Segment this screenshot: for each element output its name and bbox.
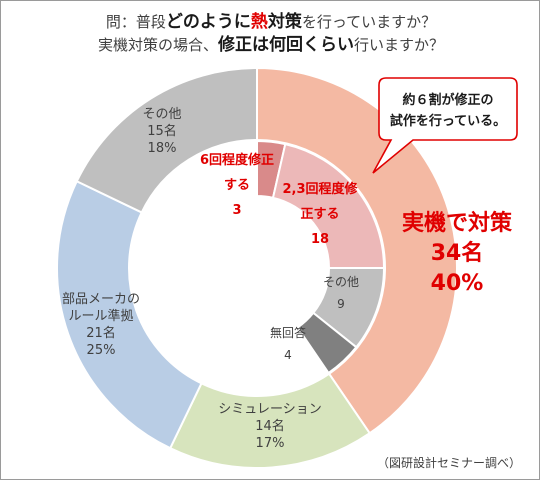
label-line: 実機で対策 [402,210,513,236]
outer-slice-parts [56,179,203,450]
outer-slice-other_outer [75,66,258,214]
outer-label-jikki: 実機で対策 34名 40% [402,210,513,296]
label-line: 9 [337,297,345,311]
inner-ring [256,139,386,375]
label-line: する [224,178,250,193]
label-line: ルール準拠 [68,308,133,324]
label-line: 15名 [147,123,177,139]
title-text: 行いますか？ [354,36,445,54]
callout-bubble: 約６割が修正の 試作を行っている。 [372,77,518,174]
label-line: 21名 [86,325,116,341]
label-line: 部品メーカの [62,292,140,307]
label-line: 25% [87,343,116,358]
label-line: 4 [284,348,292,362]
title-emphasis: どのように [165,12,251,32]
title-emphasis-red: 熱 [250,12,268,32]
label-line: 18 [311,232,329,247]
outer-label-other_outer: その他 15名 18% [142,107,181,156]
inner-label-red_inner: 6回程度修正する 3 [200,152,274,218]
outer-label-sim: シミュレーション 14名 17% [218,402,321,451]
outer-label-parts: 部品メーカのルール準拠 21名 25% [62,292,140,358]
label-line: 正する [300,207,339,222]
inner-label-gray_inner: その他 9 [323,275,359,311]
title-text: 問：普段 [105,13,166,31]
outer-ring [56,66,458,469]
title-line-1: 問：普段どのように熱対策を行っていますか？ [1,11,540,34]
label-line: 17% [256,436,285,451]
label-line: 34名 [431,240,484,266]
callout-line-1: 約６割が修正の [402,92,493,108]
label-line: 無回答 [270,325,306,340]
label-line: シミュレーション [218,402,321,417]
label-line: 14名 [255,418,285,434]
label-line: 18% [148,141,177,156]
title-line-2: 実機対策の場合、修正は何回くらい行いますか？ [1,34,540,57]
label-line: 40% [431,271,484,296]
source-note: （図研設計セミナー調べ） [376,456,521,470]
inner-slice-none_inner [296,311,358,375]
slice-labels: 実機で対策 34名 40% シミュレーション 14名 17% 部品メーカのルール準拠 21名 2… [62,107,513,451]
inner-label-none_inner: 無回答 4 [270,325,306,362]
inner-label-pink_inner: 2,3回程度修正する 18 [282,181,358,247]
label-line: 2,3回程度修 [282,181,358,197]
title-text: を行っていますか？ [301,13,437,31]
title-emphasis: 対策 [267,12,302,32]
title-emphasis: 修正は何回くらい [218,35,354,55]
label-line: その他 [142,107,181,122]
label-line: 3 [232,203,241,218]
chart-title: 問：普段どのように熱対策を行っていますか？ 実機対策の場合、修正は何回くらい行い… [1,11,540,57]
inner-slice-pink_inner [271,142,386,269]
callout-line-2: 試作を行っている。 [390,113,506,129]
title-text: 実機対策の場合、 [97,36,218,54]
label-line: 6回程度修正 [200,152,274,168]
label-line: その他 [323,275,359,289]
